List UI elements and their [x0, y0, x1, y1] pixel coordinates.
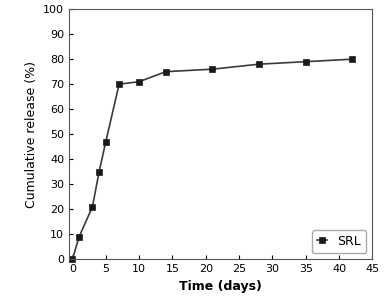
SRL — [350, 57, 355, 61]
Line: SRL: SRL — [69, 56, 356, 263]
SRL — [210, 67, 215, 71]
SRL — [97, 170, 101, 174]
Legend: SRL: SRL — [313, 230, 366, 253]
SRL — [303, 60, 308, 63]
SRL — [103, 140, 108, 144]
SRL — [137, 80, 141, 84]
SRL — [257, 62, 262, 66]
SRL — [164, 70, 168, 74]
Y-axis label: Cumulative release (%): Cumulative release (%) — [25, 61, 38, 208]
X-axis label: Time (days): Time (days) — [179, 280, 262, 293]
SRL — [70, 257, 75, 261]
SRL — [117, 82, 121, 86]
SRL — [90, 205, 95, 209]
SRL — [77, 235, 81, 239]
